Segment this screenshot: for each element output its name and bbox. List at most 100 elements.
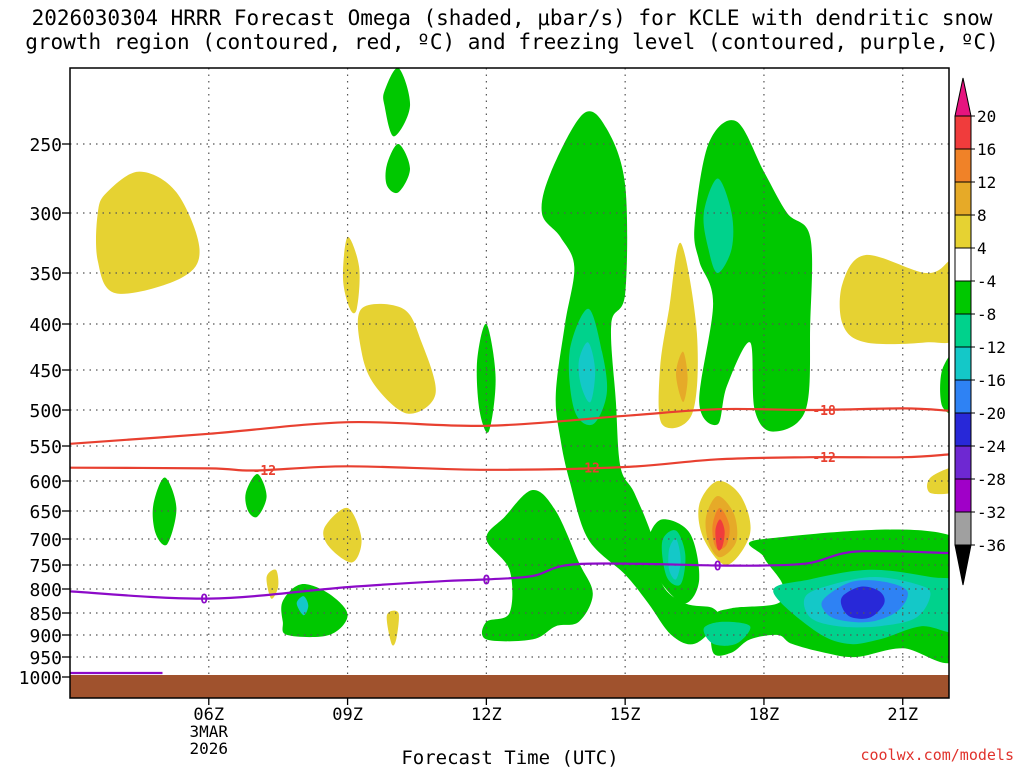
omega-region-teal-17z: [703, 178, 734, 273]
contour-label-zero-c-line-2: 0: [482, 573, 490, 588]
ground-fill: [70, 675, 949, 698]
omega-region-green-5z: [152, 477, 177, 546]
omega-region-green-13z-low: [481, 489, 593, 642]
omega-region-gold-16z: [676, 351, 688, 403]
credit-text: coolwx.com/models: [860, 746, 1014, 764]
y-tick-label-900: 900: [29, 626, 62, 647]
colorbar-top-arrow: [954, 77, 972, 117]
omega-region-yellow-9z-upper: [342, 236, 360, 314]
y-tick-label-250: 250: [29, 135, 62, 156]
ground-surface: [70, 675, 949, 698]
y-tick-label-1000: 1000: [19, 668, 62, 689]
colorbar-label-20: 20: [977, 107, 996, 126]
y-tick-label-950: 950: [29, 648, 62, 669]
omega-colorbar: 20 16 12 8 4 -4 -8 -12 -16 -20 -24 -28 -32 -36: [954, 77, 1006, 586]
y-tick-label-450: 450: [29, 361, 62, 382]
colorbar-bin-8-to-12: [954, 181, 972, 216]
colorbar-bin--8-to--4: [954, 280, 972, 315]
contour-label-minus12c-line-3: -12: [812, 451, 835, 466]
gridlines: [70, 68, 949, 698]
colorbar-bin--16-to--12: [954, 346, 972, 381]
omega-region-yellow-7z: [266, 569, 279, 599]
omega-region-red-17z: [715, 519, 725, 551]
date-label-0: 3MAR: [190, 722, 229, 741]
y-tick-label-850: 850: [29, 604, 62, 625]
colorbar-bin--32-to--28: [954, 478, 972, 513]
colorbar-bin--24-to--20: [954, 412, 972, 447]
colorbar-label--16: -16: [977, 371, 1006, 390]
temperature-contours: -18 -12 -12 -12 0 0 0: [70, 404, 949, 675]
colorbar-bin--36-to--32: [954, 511, 972, 546]
y-tick-label-750: 750: [29, 556, 62, 577]
omega-region-yellow-3z: [95, 171, 200, 294]
omega-region-green-7z: [245, 473, 267, 518]
omega-region-yellow-16z: [658, 242, 698, 429]
omega-region-green-8z: [281, 584, 348, 638]
colorbar-bin-4-to-8: [954, 214, 972, 249]
omega-region-cyan-15z: [578, 342, 596, 403]
x-tick-label-18Z: 18Z: [749, 705, 780, 725]
y-tick-label-600: 600: [29, 472, 62, 493]
contour-label-zero-c-line: 0: [200, 592, 208, 607]
colorbar-label--20: -20: [977, 404, 1006, 423]
colorbar-bin--4-to-4: [954, 247, 972, 282]
omega-region-green-10z-a: [385, 143, 410, 194]
x-tick-label-09Z: 09Z: [332, 705, 363, 725]
omega-region-green-main: [541, 111, 720, 645]
y-tick-label-300: 300: [29, 204, 62, 225]
y-tick-label-700: 700: [29, 530, 62, 551]
colorbar-label-4: 4: [977, 239, 987, 258]
colorbar-label--36: -36: [977, 536, 1006, 555]
y-tick-label-400: 400: [29, 315, 62, 336]
plot-border: [69, 67, 950, 699]
omega-shaded-regions: [95, 68, 949, 664]
omega-region-teal-17z-low: [703, 621, 751, 646]
omega-region-yellow-22z-low: [927, 468, 949, 495]
colorbar-label--12: -12: [977, 338, 1006, 357]
colorbar-label--8: -8: [977, 305, 996, 324]
colorbar-bin--28-to--24: [954, 445, 972, 480]
omega-region-green-10z-top: [383, 68, 411, 137]
omega-region-yellow-9z-low: [323, 507, 362, 563]
colorbar-bin--20-to--16: [954, 379, 972, 414]
y-tick-label-350: 350: [29, 264, 62, 285]
x-tick-label-06Z: 06Z: [193, 705, 224, 725]
contour-label-minus12c-line: -12: [253, 464, 276, 479]
colorbar-label--32: -32: [977, 503, 1006, 522]
omega-region-yellow-9z-mid: [357, 303, 436, 414]
date-label-1: 2026: [190, 739, 229, 758]
omega-region-yellow-10z-low: [386, 610, 399, 646]
y-tick-label-650: 650: [29, 502, 62, 523]
y-tick-label-500: 500: [29, 401, 62, 422]
omega-region-yellow-22z: [839, 254, 949, 345]
pressure-axis: 2503003504004505005506006507007508008509…: [19, 135, 70, 689]
omega-region-green-12z: [476, 323, 496, 433]
contour-label-minus12c-line-2: -12: [576, 462, 599, 477]
omega-region-cyan-16z: [668, 538, 681, 580]
contour-zero-c-line: [70, 549, 949, 600]
chart-title-line-2: growth region (contoured, red, ºC) and f…: [25, 30, 999, 54]
contour-label-zero-c-line-3: 0: [714, 559, 722, 574]
omega-region-green-22z: [940, 356, 949, 414]
contour-minus12c-line: [70, 453, 949, 472]
y-tick-label-550: 550: [29, 437, 62, 458]
x-axis-label: Forecast Time (UTC): [401, 747, 618, 768]
colorbar-bin-12-to-16: [954, 148, 972, 183]
colorbar-label--4: -4: [977, 272, 996, 291]
colorbar-label-8: 8: [977, 206, 987, 225]
omega-region-blue-20z: [840, 586, 885, 619]
colorbar-bottom-arrow: [954, 544, 972, 586]
colorbar-label-12: 12: [977, 173, 996, 192]
colorbar-label--24: -24: [977, 437, 1006, 456]
x-tick-label-21Z: 21Z: [887, 705, 918, 725]
colorbar-label-16: 16: [977, 140, 996, 159]
plot-frame: [69, 67, 950, 699]
colorbar-bin--12-to--8: [954, 313, 972, 348]
colorbar-label--28: -28: [977, 470, 1006, 489]
x-tick-label-12Z: 12Z: [471, 705, 502, 725]
chart-title-line-1: 2026030304 HRRR Forecast Omega (shaded, …: [31, 6, 993, 30]
y-tick-label-800: 800: [29, 580, 62, 601]
x-tick-label-15Z: 15Z: [610, 705, 641, 725]
